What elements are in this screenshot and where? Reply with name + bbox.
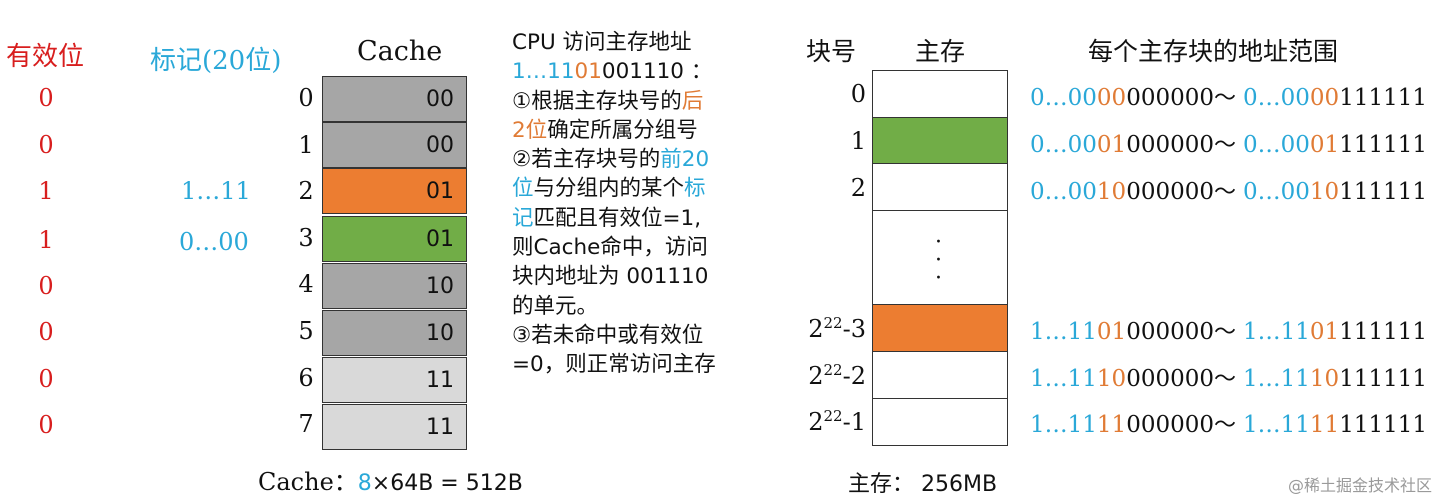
cache-line-1: 00: [322, 122, 467, 168]
cache-line-count: 8: [357, 471, 372, 496]
memory-block-2: [872, 163, 1008, 211]
memory-block-label-n3: 222-3: [808, 314, 866, 343]
desc-step1-b: 2位确定所属分组号: [512, 117, 698, 143]
memory-block-n1: [872, 398, 1008, 446]
desc-step2-d: 则Cache命中，访问: [512, 235, 708, 261]
valid-bit-header: 有效位: [6, 42, 85, 72]
address-range-header: 每个主存块的地址范围: [1088, 37, 1339, 66]
cache-group-1: 00: [426, 132, 454, 158]
cache-group-5: 10: [426, 320, 454, 346]
address-range-1: 0…0001000000～ 0…0001111111: [1030, 132, 1427, 158]
memory-block-1: [872, 117, 1008, 164]
cache-caption-rest: ×64B = 512B: [371, 471, 523, 496]
memory-block-label-1: 1: [850, 127, 866, 155]
cache-size-caption: Cache：8×64B = 512B: [258, 462, 523, 497]
cache-row-index-7: 7: [298, 410, 314, 438]
cache-row-index-5: 5: [298, 317, 314, 345]
cache-line-0: 00: [322, 76, 467, 122]
valid-bit-1: 0: [38, 131, 54, 159]
main-memory-size-caption: 主存： 256MB: [848, 472, 998, 497]
address-range-n1: 1…1111000000～ 1…1111111111: [1030, 412, 1427, 438]
memory-block-label-n1: 222-1: [808, 407, 866, 436]
cache-row-index-2: 2: [298, 177, 314, 205]
desc-step2-f: 的单元。: [512, 293, 599, 319]
valid-bit-2: 1: [38, 177, 54, 205]
main-memory-header: 主存: [915, 37, 966, 66]
cache-group-0: 00: [426, 86, 454, 112]
memory-ellipsis: · · ·: [935, 230, 942, 291]
desc-step2-c: 记匹配且有效位=1,: [512, 205, 702, 231]
cache-group-6: 11: [426, 367, 454, 393]
valid-bit-7: 0: [38, 411, 54, 439]
cache-line-7: 11: [322, 404, 467, 450]
tag-value-2: 1…11: [181, 177, 251, 205]
cache-line-5: 10: [322, 310, 467, 356]
memory-block-0: [872, 70, 1008, 118]
cache-line-6: 11: [322, 357, 467, 403]
memory-block-label-2: 2: [850, 174, 866, 202]
memory-block-n2: [872, 351, 1008, 399]
cache-header: Cache: [357, 36, 443, 67]
valid-bit-6: 0: [38, 365, 54, 393]
block-number-header: 块号: [806, 37, 857, 66]
cache-row-index-0: 0: [298, 84, 314, 112]
cache-row-index-6: 6: [298, 364, 314, 392]
cache-group-7: 11: [426, 414, 454, 440]
cache-line-2: 01: [322, 168, 467, 214]
cache-group-3: 01: [426, 226, 454, 252]
address-range-2: 0…0010000000～ 0…0010111111: [1030, 179, 1427, 205]
desc-step2-e: 块内地址为 001110: [512, 264, 709, 290]
cache-row-index-1: 1: [298, 131, 314, 159]
address-range-n3: 1…1101000000～ 1…1101111111: [1030, 319, 1427, 345]
memory-block-label-n2: 222-2: [808, 361, 866, 390]
desc-address: 1…1101001110 ：: [512, 59, 713, 85]
cache-group-4: 10: [426, 273, 454, 299]
access-description: CPU 访问主存地址 1…1101001110 ： ①根据主存块号的后 2位确定…: [512, 28, 782, 380]
desc-step2-b: 位与分组内的某个标: [512, 176, 706, 202]
watermark: @稀土掘金技术社区: [1288, 476, 1433, 495]
valid-bit-4: 0: [38, 272, 54, 300]
cache-line-3: 01: [322, 216, 467, 262]
desc-step1-a: ①根据主存块号的后: [512, 88, 704, 114]
desc-step2-a: ②若主存块号的前20: [512, 147, 710, 173]
valid-bit-3: 1: [38, 226, 54, 254]
cache-caption-prefix: Cache：: [258, 468, 358, 496]
memory-block-n3: [872, 304, 1008, 352]
desc-line-1: CPU 访问主存地址: [512, 30, 692, 55]
tag-header: 标记(20位): [150, 46, 282, 76]
valid-bit-5: 0: [38, 318, 54, 346]
tag-value-3: 0…00: [179, 228, 249, 256]
cache-row-index-4: 4: [298, 270, 314, 298]
valid-bit-0: 0: [38, 84, 54, 112]
cache-group-2: 01: [426, 178, 454, 204]
memory-block-label-0: 0: [850, 80, 866, 108]
desc-step3-a: ③若未命中或有效位: [512, 322, 704, 348]
cache-row-index-3: 3: [298, 224, 314, 252]
cache-line-4: 10: [322, 263, 467, 309]
address-range-0: 0…0000000000～ 0…0000111111: [1030, 85, 1427, 111]
address-range-n2: 1…1110000000～ 1…1110111111: [1030, 366, 1427, 392]
desc-step3-b: =0，则正常访问主存: [512, 352, 716, 378]
